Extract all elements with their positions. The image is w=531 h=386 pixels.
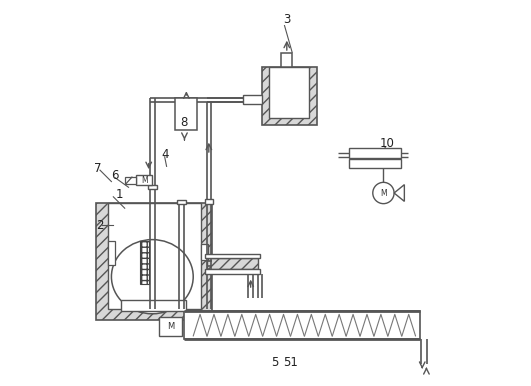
Text: 5: 5: [271, 356, 279, 369]
Bar: [159, 317, 182, 336]
Bar: [207, 259, 258, 269]
Text: 10: 10: [380, 137, 395, 150]
Circle shape: [373, 182, 394, 204]
Text: 51: 51: [283, 356, 298, 369]
Bar: [204, 269, 260, 274]
Bar: [243, 95, 262, 103]
Polygon shape: [394, 185, 405, 201]
Bar: [140, 240, 149, 284]
Bar: [201, 244, 209, 259]
Bar: [204, 254, 260, 259]
Text: M: M: [167, 322, 174, 331]
Bar: [204, 200, 213, 205]
Bar: [281, 53, 292, 68]
Bar: [175, 98, 198, 130]
Text: 3: 3: [282, 14, 290, 26]
Bar: [125, 177, 136, 184]
Bar: [349, 159, 400, 168]
Bar: [184, 311, 419, 339]
Bar: [108, 240, 115, 265]
Bar: [269, 68, 309, 118]
Bar: [349, 148, 400, 157]
Bar: [108, 203, 201, 309]
Text: 1: 1: [115, 188, 123, 201]
Bar: [177, 200, 186, 205]
Bar: [136, 175, 152, 185]
Bar: [262, 68, 317, 125]
Bar: [121, 300, 186, 311]
Text: M: M: [380, 188, 387, 198]
Text: 6: 6: [112, 169, 119, 182]
Bar: [148, 185, 158, 189]
Ellipse shape: [112, 240, 193, 314]
Text: 8: 8: [180, 116, 187, 129]
Text: M: M: [141, 176, 148, 185]
Text: 2: 2: [96, 219, 104, 232]
Text: 7: 7: [95, 162, 102, 175]
Text: 4: 4: [161, 149, 168, 161]
Bar: [96, 203, 212, 320]
